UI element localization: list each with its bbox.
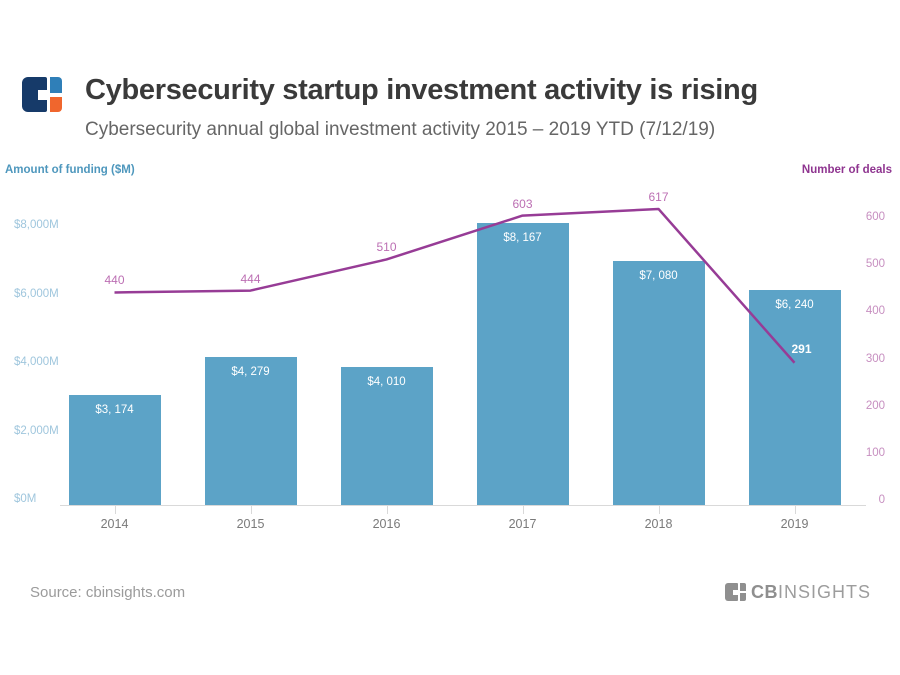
bar-2015	[204, 357, 297, 505]
logo-notch	[38, 90, 47, 100]
left-axis-tick-label: $2,000M	[14, 424, 59, 437]
source-attribution: Source: cbinsights.com	[30, 584, 186, 601]
x-axis-tick-2016	[386, 506, 388, 514]
bar-2016	[340, 366, 433, 505]
logo-blue-square	[50, 77, 62, 93]
x-axis-line	[60, 505, 866, 506]
left-axis-tick-label: $6,000M	[14, 287, 59, 300]
bar-value-label-2014: $3, 174	[95, 404, 134, 417]
x-axis-tick-2019	[794, 506, 796, 514]
logo-orange-square	[50, 96, 62, 112]
right-axis-title: Number of deals	[801, 164, 892, 176]
left-axis-tick-label: $0M	[14, 493, 37, 505]
right-axis-tick-label: 300	[865, 352, 885, 365]
x-axis-label-2014: 2014	[100, 517, 129, 531]
right-axis-tick-label: 500	[865, 258, 885, 271]
deals-point-label-2017: 603	[512, 196, 533, 211]
bar-2018	[612, 260, 705, 505]
brand-cb-text: CB	[750, 581, 778, 602]
x-axis-label-2018: 2018	[644, 517, 673, 531]
bar-value-label-2017: $8, 167	[503, 232, 542, 245]
right-axis-tick-label: 600	[865, 211, 885, 223]
left-axis-tick-label: $4,000M	[14, 356, 59, 368]
bar-value-label-2019: $6, 240	[775, 298, 814, 311]
x-axis-tick-2018	[658, 506, 660, 514]
footer-brand: CB INSIGHTS	[724, 581, 871, 602]
right-axis-tick-label: 400	[865, 305, 885, 318]
x-axis-tick-2017	[522, 506, 524, 514]
right-axis-tick-label: 200	[865, 399, 885, 412]
x-axis-label-2017: 2017	[508, 517, 537, 531]
cbinsights-logo-icon	[22, 77, 62, 112]
page-title: Cybersecurity startup investment activit…	[85, 74, 758, 106]
left-axis-title: Amount of funding ($M)	[5, 164, 135, 176]
brand-insights-text: INSIGHTS	[777, 581, 871, 602]
bar-value-label-2018: $7, 080	[639, 269, 678, 282]
bar-value-label-2015: $4, 279	[231, 366, 270, 379]
x-axis-label-2016: 2016	[372, 517, 401, 531]
deals-point-label-2018: 617	[648, 189, 669, 204]
deals-point-label-2019: 291	[791, 341, 812, 356]
page-subtitle: Cybersecurity annual global investment a…	[85, 119, 716, 140]
bar-value-label-2016: $4, 010	[367, 375, 406, 388]
deals-point-label-2014: 440	[104, 273, 125, 288]
bar-2014	[68, 395, 161, 505]
x-axis-tick-2015	[250, 506, 252, 514]
x-axis-label-2019: 2019	[780, 517, 809, 531]
left-axis-tick-label: $8,000M	[14, 219, 59, 231]
bar-2017	[476, 223, 569, 505]
deals-point-label-2016: 510	[376, 240, 397, 255]
deals-point-label-2015: 444	[240, 271, 261, 286]
x-axis-label-2015: 2015	[236, 517, 265, 531]
cbinsights-logo-gray-icon	[724, 583, 746, 601]
right-axis-tick-label: 100	[865, 446, 885, 459]
right-axis-tick-label: 0	[878, 494, 885, 506]
x-axis-tick-2014	[114, 506, 116, 514]
bar-2019	[748, 289, 841, 505]
